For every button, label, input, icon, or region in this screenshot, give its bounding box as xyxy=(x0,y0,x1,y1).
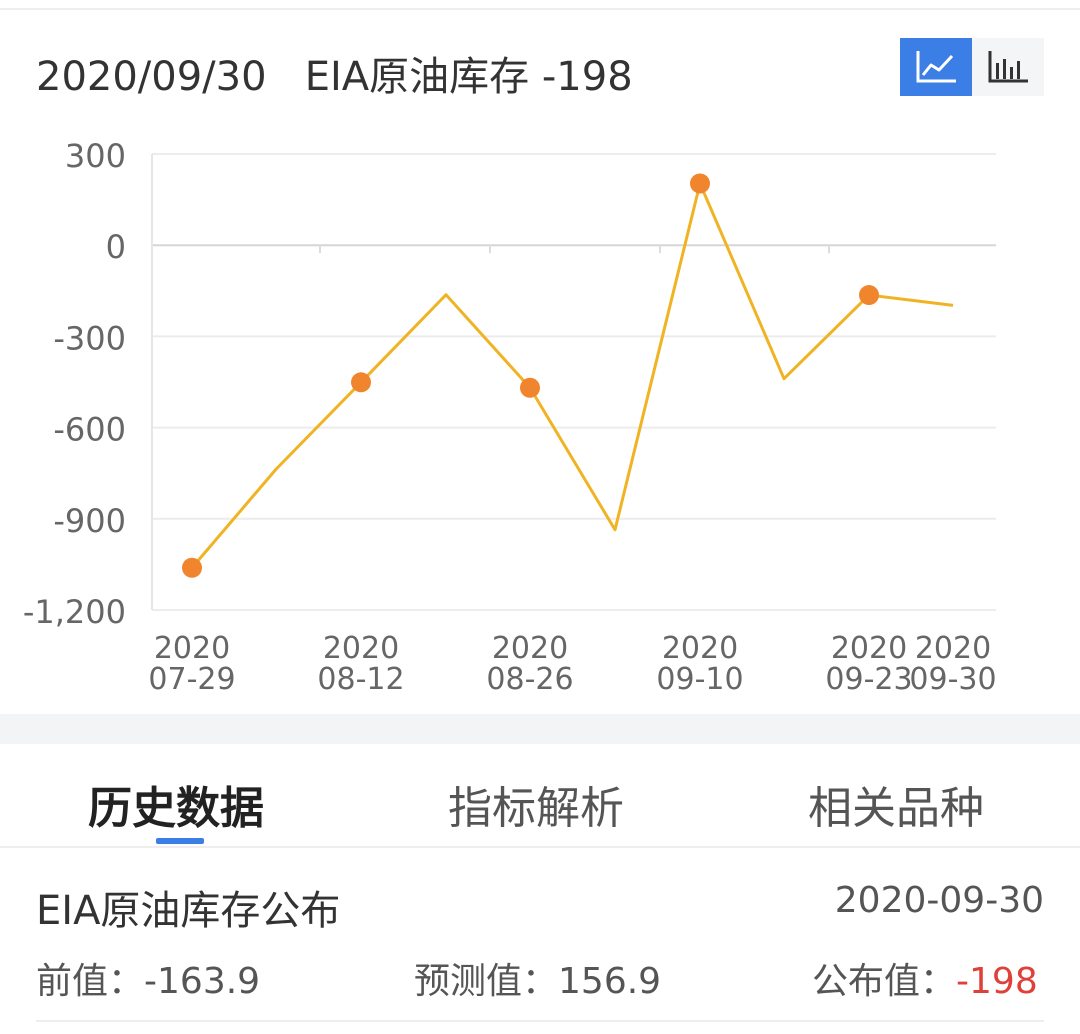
previous-value: -163.9 xyxy=(144,961,261,1002)
header-value: -198 xyxy=(541,54,633,100)
data-point xyxy=(182,557,202,578)
forecast-label: 预测值： xyxy=(414,961,559,1002)
x-tick-label-date: 08-12 xyxy=(317,662,404,697)
tab-analysis[interactable]: 指标解析 xyxy=(448,783,624,834)
line-chart-icon xyxy=(916,51,956,83)
header-title: 2020/09/30 EIA原油库存 -198 xyxy=(36,44,633,102)
y-tick-label: 300 xyxy=(65,137,126,175)
data-point xyxy=(859,285,879,306)
actual-value: -198 xyxy=(956,961,1038,1002)
data-point xyxy=(520,377,540,398)
header-indicator: EIA原油库存 xyxy=(304,54,530,100)
actual-stat: 公布值：-198 xyxy=(812,952,1038,1004)
bar-chart-icon xyxy=(988,51,1028,83)
chart-area: 300 0 -300 -600 -900 -1,200 2020 07-29 2020 08-12… xyxy=(0,120,1080,710)
data-point xyxy=(690,173,710,194)
event-date: 2020-09-30 xyxy=(834,880,1044,921)
tab-history[interactable]: 历史数据 xyxy=(88,783,264,834)
previous-label: 前值： xyxy=(36,961,145,1002)
previous-stat: 前值：-163.9 xyxy=(36,952,260,1004)
x-tick-label-year: 2020 xyxy=(662,631,738,666)
chart-type-toggle xyxy=(900,38,1045,96)
active-tab-indicator xyxy=(156,838,204,844)
event-title: EIA原油库存公布 xyxy=(36,888,341,934)
data-point xyxy=(351,372,371,393)
x-tick-label-date: 07-29 xyxy=(148,662,235,697)
y-tick-label: -300 xyxy=(53,319,126,357)
x-tick-label-year: 2020 xyxy=(831,631,907,666)
line-chart: 3000-300-600-900-1,200202007-29202008-12… xyxy=(23,137,997,697)
x-tick-label-year: 2020 xyxy=(323,631,399,666)
top-divider xyxy=(0,8,1080,10)
x-tick-label-date: 08-26 xyxy=(486,662,573,697)
bottom-divider xyxy=(36,1020,1044,1022)
tab-bar: 历史数据 指标解析 相关品种 xyxy=(0,744,1080,848)
tab-related[interactable]: 相关品种 xyxy=(808,783,984,834)
x-tick-label-year: 2020 xyxy=(492,631,568,666)
section-separator xyxy=(0,714,1080,744)
x-tick-label-year: 2020 xyxy=(154,631,230,666)
y-tick-label: -600 xyxy=(53,411,126,449)
forecast-value: 156.9 xyxy=(558,961,662,1002)
actual-label: 公布值： xyxy=(812,961,957,1002)
y-tick-label: -1,200 xyxy=(23,593,126,631)
x-tick-label-date: 09-30 xyxy=(909,662,996,697)
bar-chart-button[interactable] xyxy=(972,38,1044,96)
x-tick-label-date: 09-23 xyxy=(825,662,912,697)
tabs-divider xyxy=(0,846,1080,848)
y-tick-label: 0 xyxy=(106,228,126,266)
y-tick-label: -900 xyxy=(53,502,126,540)
x-tick-label-year: 2020 xyxy=(915,631,991,666)
line-chart-button[interactable] xyxy=(900,38,972,96)
series-line xyxy=(190,181,954,569)
header-date: 2020/09/30 xyxy=(36,54,267,100)
x-tick-label-date: 09-10 xyxy=(656,662,743,697)
forecast-stat: 预测值：156.9 xyxy=(414,952,661,1004)
